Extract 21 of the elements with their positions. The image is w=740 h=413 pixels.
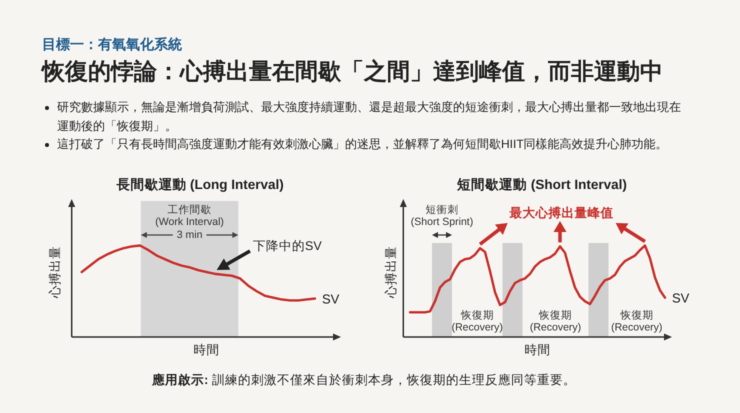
- text: 最大心搏出量峰值: [508, 205, 614, 220]
- chart-title: 短間歇運動 (Short Interval): [456, 176, 627, 192]
- text: 工作間歇 (Work Interval): [155, 204, 224, 228]
- x-axis-title: 時間: [524, 343, 551, 357]
- text: 應用啟示: 訓練的刺激不僅來自於衝刺本身，恢復期的生理反應同等重要。: [152, 373, 576, 387]
- text: 3 min: [176, 229, 203, 241]
- y-axis-title: 心搏出量: [47, 246, 62, 299]
- annotation: 恢復期 (Recovery): [452, 310, 503, 334]
- annotation: 下降中的SV: [253, 239, 322, 253]
- annotation: 恢復期 (Recovery): [611, 310, 662, 334]
- text: 這打破了「只有長時間高強度運動才能有效刺激心臟」的迷思，並解釋了為何短間歇HIIT同樣能高效提升心肺功能。: [57, 137, 668, 151]
- text: 研究數據顯示，無論是漸增負荷測試、最大強度持續運動、還是超最大強度的短途衝刺，最大心搏出量都一致地出現在運動後的「恢復期」。: [57, 100, 681, 132]
- chart-title: 長間歇運動 (Long Interval): [115, 176, 284, 192]
- series-label: SV: [322, 291, 340, 306]
- text: 目標一：有氧氧化系統: [42, 35, 182, 53]
- series-label: SV: [672, 290, 690, 306]
- x-axis-title: 時間: [193, 343, 220, 357]
- text: 恢復的悖論：心搏出量在間歇「之間」達到峰值，而非運動中: [42, 57, 663, 86]
- y-axis-title: 心搏出量: [383, 246, 398, 299]
- annotation: 恢復期 (Recovery): [530, 310, 582, 334]
- text: 短衝刺 (Short Sprint): [410, 203, 474, 228]
